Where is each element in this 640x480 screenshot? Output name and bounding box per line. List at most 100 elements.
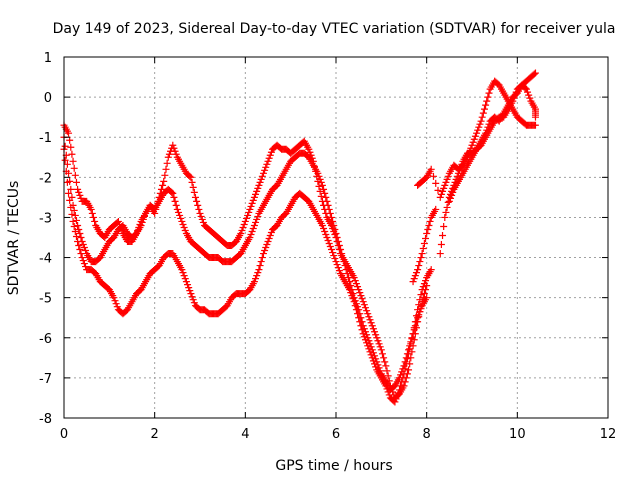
data-point: [133, 229, 141, 237]
data-point: [172, 150, 180, 158]
data-point: [437, 190, 445, 198]
data-point: [458, 160, 466, 168]
data-point: [443, 175, 451, 183]
grid: [64, 57, 608, 418]
data-point: [171, 197, 179, 205]
data-point: [197, 212, 205, 220]
data-point: [72, 178, 80, 186]
data-point: [368, 354, 376, 362]
data-point: [377, 346, 385, 354]
data-point: [252, 218, 260, 226]
x-tick-label: 6: [332, 427, 340, 442]
data-point: [248, 227, 256, 235]
series-track-e: [414, 77, 539, 201]
data-point: [63, 178, 71, 186]
data-point: [470, 135, 478, 143]
data-point: [432, 205, 440, 213]
data-point: [341, 262, 349, 270]
data-point: [402, 360, 410, 368]
data-point: [417, 291, 425, 299]
data-point: [468, 141, 476, 149]
data-point: [180, 272, 188, 280]
data-point: [418, 250, 426, 258]
data-point: [485, 89, 493, 97]
data-point: [254, 269, 262, 277]
data-point: [350, 298, 358, 306]
data-point: [531, 113, 539, 121]
data-point: [316, 175, 324, 183]
data-point: [449, 188, 457, 196]
data-point: [172, 201, 180, 209]
data-point: [524, 88, 532, 96]
data-point: [317, 178, 325, 186]
data-point: [405, 366, 413, 374]
data-point: [330, 221, 338, 229]
data-point: [367, 319, 375, 327]
data-point: [267, 228, 275, 236]
data-point: [473, 129, 481, 137]
data-point: [177, 214, 185, 222]
series-track-g: [445, 81, 539, 205]
data-point: [414, 306, 422, 314]
data-point: [135, 223, 143, 231]
data-point: [343, 270, 351, 278]
data-point: [416, 258, 424, 266]
data-point: [194, 201, 202, 209]
data-point: [368, 322, 376, 330]
data-point: [326, 243, 334, 251]
data-point: [266, 231, 274, 239]
data-point: [480, 105, 488, 113]
y-tick-label: -1: [39, 131, 52, 146]
data-point: [409, 278, 417, 286]
data-point: [395, 386, 403, 394]
data-point: [189, 183, 197, 191]
x-tick-label: 12: [600, 427, 617, 442]
data-point: [364, 310, 372, 318]
data-point: [72, 216, 80, 224]
data-point: [369, 357, 377, 365]
data-point: [400, 370, 408, 378]
data-point: [482, 101, 490, 109]
data-point: [80, 244, 88, 252]
data-point: [182, 278, 190, 286]
data-point: [61, 156, 69, 164]
data-point: [265, 154, 273, 162]
data-point: [71, 171, 79, 179]
data-point: [88, 209, 96, 217]
data-point: [399, 374, 407, 382]
data-point: [418, 286, 426, 294]
data-point: [69, 157, 77, 165]
data-point: [266, 151, 274, 159]
data-point: [321, 227, 329, 235]
data-point: [162, 165, 170, 173]
data-point: [365, 313, 373, 321]
data-point: [187, 290, 195, 298]
data-point: [320, 224, 328, 232]
data-point: [267, 148, 275, 156]
data-point: [252, 275, 260, 283]
data-point: [250, 193, 258, 201]
data-point: [112, 300, 120, 308]
data-point: [237, 229, 245, 237]
data-point: [239, 223, 247, 231]
data-point: [427, 266, 435, 274]
data-point: [411, 272, 419, 280]
data-point: [469, 138, 477, 146]
data-point: [441, 213, 449, 221]
x-tick-label: 0: [60, 427, 68, 442]
data-point: [373, 334, 381, 342]
data-point: [325, 240, 333, 248]
data-point: [327, 246, 335, 254]
data-point: [89, 213, 97, 221]
data-point: [407, 340, 415, 348]
data-point: [392, 395, 400, 403]
data-point: [323, 234, 331, 241]
data-point: [79, 257, 87, 265]
x-axis-label: GPS time / hours: [275, 458, 392, 474]
data-point: [181, 275, 189, 283]
data-point: [240, 220, 248, 228]
data-point: [67, 185, 75, 193]
data-point: [364, 342, 372, 350]
data-point: [180, 223, 188, 231]
data-point: [114, 217, 122, 225]
